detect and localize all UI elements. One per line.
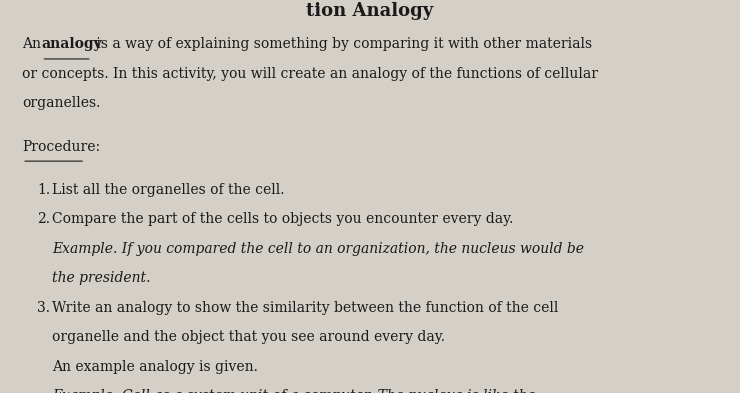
Text: analogy: analogy bbox=[41, 37, 102, 51]
Text: Procedure:: Procedure: bbox=[22, 140, 101, 154]
Text: organelles.: organelles. bbox=[22, 96, 101, 110]
Text: or concepts. In this activity, you will create an analogy of the functions of ce: or concepts. In this activity, you will … bbox=[22, 67, 598, 81]
Text: An: An bbox=[22, 37, 46, 51]
Text: is a way of explaining something by comparing it with other materials: is a way of explaining something by comp… bbox=[92, 37, 592, 51]
Text: Example. If you compared the cell to an organization, the nucleus would be: Example. If you compared the cell to an … bbox=[52, 242, 584, 256]
Text: List all the organelles of the cell.: List all the organelles of the cell. bbox=[52, 183, 284, 197]
Text: Write an analogy to show the similarity between the function of the cell: Write an analogy to show the similarity … bbox=[52, 301, 558, 315]
Text: 1.: 1. bbox=[37, 183, 50, 197]
Text: Compare the part of the cells to objects you encounter every day.: Compare the part of the cells to objects… bbox=[52, 212, 513, 226]
Text: Example: Cell as a system unit of a computer. The nucleus is like the: Example: Cell as a system unit of a comp… bbox=[52, 389, 536, 393]
Text: the president.: the president. bbox=[52, 271, 150, 285]
Text: 3.: 3. bbox=[37, 301, 50, 315]
Text: 2.: 2. bbox=[37, 212, 50, 226]
Text: organelle and the object that you see around every day.: organelle and the object that you see ar… bbox=[52, 330, 445, 344]
Text: tion Analogy: tion Analogy bbox=[306, 2, 434, 20]
Text: An example analogy is given.: An example analogy is given. bbox=[52, 360, 258, 374]
